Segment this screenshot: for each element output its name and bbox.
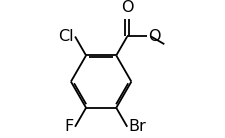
Text: Br: Br: [128, 119, 146, 134]
Text: F: F: [64, 119, 74, 134]
Text: O: O: [120, 0, 133, 15]
Text: O: O: [147, 29, 160, 44]
Text: Cl: Cl: [58, 29, 73, 44]
